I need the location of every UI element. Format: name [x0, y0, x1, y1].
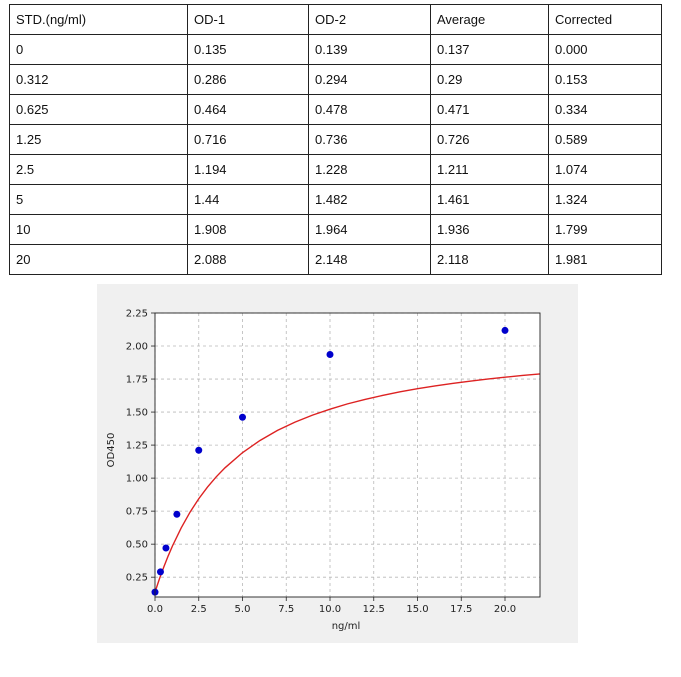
- table-cell: 1.074: [548, 154, 662, 185]
- table-row: 2.5 1.194 1.228 1.211 1.074: [9, 154, 662, 185]
- fit-curve-layer: [154, 373, 541, 593]
- x-tick-label: 0.0: [147, 604, 163, 615]
- y-tick-label: 1.25: [126, 441, 148, 452]
- table-cell: 2.148: [308, 244, 431, 275]
- table-cell: 5: [9, 184, 188, 215]
- data-point: [156, 568, 164, 576]
- table-cell: 0.137: [430, 34, 549, 65]
- table-cell: 0.464: [187, 94, 309, 125]
- table-cell: 10: [9, 214, 188, 245]
- table-cell: 0.471: [430, 94, 549, 125]
- table-cell: 1.936: [430, 214, 549, 245]
- table-cell: 0: [9, 34, 188, 65]
- y-tick-label: 0.50: [126, 540, 148, 551]
- table-cell: 0.589: [548, 124, 662, 155]
- table-cell: 20: [9, 244, 188, 275]
- table-cell: 0.716: [187, 124, 309, 155]
- standard-curve-chart: 0.0 2.5 5.0 7.5 10.0 12.5 15.0 17.5 20.0 0.25 0.50…: [97, 284, 578, 643]
- x-tick-label: 12.5: [363, 604, 385, 615]
- x-tick-label: 5.0: [235, 604, 251, 615]
- x-tick-label: 20.0: [494, 604, 516, 615]
- table-row: 10 1.908 1.964 1.936 1.799: [9, 214, 662, 245]
- table-cell: 0.135: [187, 34, 309, 65]
- y-tick-label: 2.25: [126, 309, 148, 320]
- y-tick-label: 1.50: [126, 408, 148, 419]
- data-point: [162, 544, 170, 552]
- table-cell: 0.294: [308, 64, 431, 95]
- table-cell: 1.461: [430, 184, 549, 215]
- table-cell: 2.118: [430, 244, 549, 275]
- plot-area: [155, 313, 540, 597]
- table-cell: 1.908: [187, 214, 309, 245]
- x-axis-label: ng/ml: [332, 621, 361, 632]
- table-cell: 0.139: [308, 34, 431, 65]
- data-point: [239, 413, 246, 421]
- table-row: 20 2.088 2.148 2.118 1.981: [9, 244, 662, 275]
- chart-svg: 0.0 2.5 5.0 7.5 10.0 12.5 15.0 17.5 20.0 0.25 0.50…: [106, 309, 541, 632]
- column-header: Average: [430, 4, 549, 35]
- y-tick-label: 1.75: [126, 375, 148, 386]
- table-cell: 2.088: [187, 244, 309, 275]
- table-cell: 0.29: [430, 64, 549, 95]
- table-cell: 0.478: [308, 94, 431, 125]
- y-axis-label: OD450: [106, 433, 117, 468]
- table-cell: 2.5: [9, 154, 188, 185]
- x-tick-label: 7.5: [278, 604, 294, 615]
- table-cell: 1.964: [308, 214, 431, 245]
- table-cell: 1.799: [548, 214, 662, 245]
- data-point: [501, 326, 509, 334]
- table-cell: 0.153: [548, 64, 662, 95]
- column-header: OD-2: [308, 4, 431, 35]
- fit-curve: [154, 373, 541, 593]
- table-cell: 0.334: [548, 94, 662, 125]
- table-row: 5 1.44 1.482 1.461 1.324: [9, 184, 662, 215]
- data-point: [173, 510, 181, 518]
- table-cell: 1.482: [308, 184, 431, 215]
- standards-table: STD.(ng/ml) OD-1 OD-2 Average Corrected 0 0.13…: [9, 4, 662, 275]
- axes: 0.0 2.5 5.0 7.5 10.0 12.5 15.0 17.5 20.0 0.25 0.50…: [126, 309, 541, 615]
- y-tick-label: 0.25: [126, 573, 148, 584]
- table-cell: 1.228: [308, 154, 431, 185]
- y-tick-label: 1.00: [126, 474, 148, 485]
- column-header: STD.(ng/ml): [9, 4, 188, 35]
- table-row: 0 0.135 0.139 0.137 0.000: [9, 34, 662, 65]
- table-cell: 0.000: [548, 34, 662, 65]
- table-cell: 0.286: [187, 64, 309, 95]
- table-cell: 0.312: [9, 64, 188, 95]
- x-tick-label: 10.0: [319, 604, 341, 615]
- y-tick-label: 2.00: [126, 342, 148, 353]
- x-tick-label: 2.5: [191, 604, 207, 615]
- y-tick-label: 0.75: [126, 507, 148, 518]
- table-row: 0.312 0.286 0.294 0.29 0.153: [9, 64, 662, 95]
- x-tick-label: 15.0: [406, 604, 428, 615]
- table-cell: 1.211: [430, 154, 549, 185]
- table-row: 1.25 0.716 0.736 0.726 0.589: [9, 124, 662, 155]
- table-cell: 1.981: [548, 244, 662, 275]
- table-cell: 0.726: [430, 124, 549, 155]
- table-cell: 1.324: [548, 184, 662, 215]
- table-cell: 1.25: [9, 124, 188, 155]
- table-cell: 1.194: [187, 154, 309, 185]
- data-point: [195, 446, 203, 454]
- plot-frame: [154, 312, 541, 598]
- table-cell: 0.625: [9, 94, 188, 125]
- table-cell: 0.736: [308, 124, 431, 155]
- table-cell: 1.44: [187, 184, 309, 215]
- grid: [154, 312, 540, 597]
- column-header: Corrected: [548, 4, 662, 35]
- column-header: OD-1: [187, 4, 309, 35]
- table-row: 0.625 0.464 0.478 0.471 0.334: [9, 94, 662, 125]
- data-point: [326, 350, 334, 358]
- x-tick-label: 17.5: [450, 604, 472, 615]
- table-header-row: STD.(ng/ml) OD-1 OD-2 Average Corrected: [9, 4, 662, 35]
